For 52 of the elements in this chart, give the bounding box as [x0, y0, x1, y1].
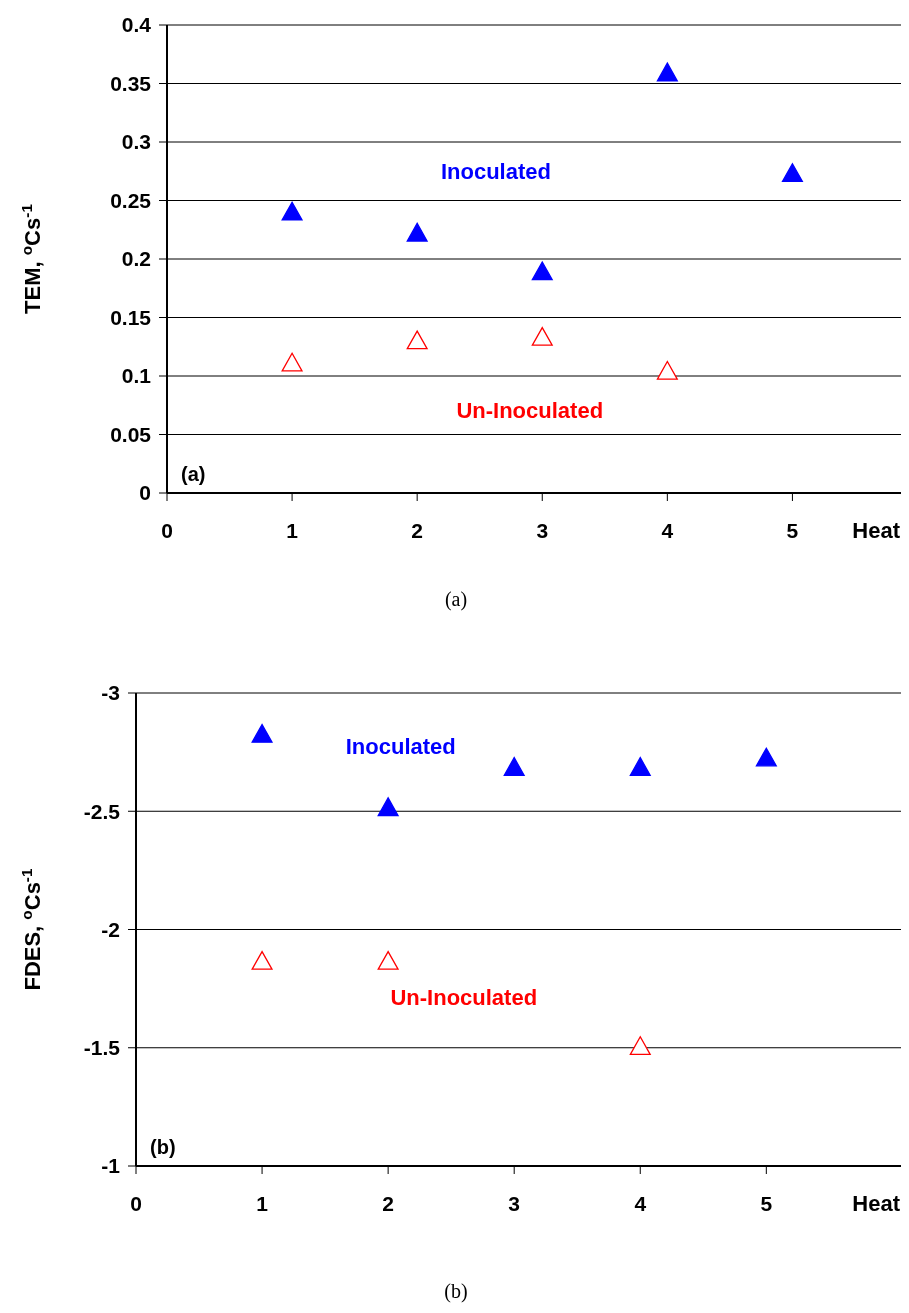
x-tick-label: 0: [161, 519, 173, 542]
point: [503, 757, 525, 776]
x-tick-label: 2: [382, 1192, 394, 1215]
point: [629, 1036, 651, 1055]
point: [406, 222, 428, 242]
y-tick-label: 0: [139, 481, 151, 505]
x-tick-label: 3: [536, 519, 549, 542]
x-tick-label: 1: [286, 519, 299, 542]
y-tick-label: -2: [101, 917, 120, 941]
text: Un-Inoculated: [456, 398, 604, 424]
annotation: (a): [181, 463, 206, 485]
point: [531, 326, 553, 346]
y-tick-label: -1.5: [83, 1036, 121, 1060]
point: [377, 797, 399, 817]
y-tick-label: 0.35: [110, 71, 152, 95]
point: [251, 723, 273, 743]
x-tick-label: 2: [411, 519, 424, 542]
y-tick-label: -1: [101, 1154, 121, 1178]
point: [377, 950, 399, 970]
text: Inoculated: [440, 159, 551, 185]
point: [281, 352, 303, 372]
x-tick-label: 1: [256, 1192, 269, 1215]
x-tick-label: 3: [508, 1192, 521, 1215]
x-tick-label: 4: [634, 1192, 647, 1215]
point: [656, 360, 678, 380]
y-tick-label: -2.5: [83, 799, 121, 823]
point: [781, 163, 803, 183]
point: [281, 201, 303, 221]
text: (b): [444, 1280, 468, 1303]
x-tick-label: 5: [786, 519, 799, 542]
text: Inoculated: [345, 734, 456, 760]
x-axis-title: Heat: [852, 1191, 901, 1216]
y-tick-label: 0.05: [110, 422, 152, 446]
y-tick-label: -3: [101, 681, 120, 705]
annotation: (b): [150, 1136, 176, 1158]
point: [656, 62, 678, 82]
point: [629, 757, 651, 776]
x-tick-label: 5: [760, 1192, 773, 1215]
y-tick-label: 0.1: [121, 364, 152, 388]
x-tick-label: 4: [661, 519, 674, 542]
y-tick-label: 0.25: [110, 188, 152, 212]
point: [755, 747, 777, 767]
series-label: Un-Inoculated: [390, 985, 538, 1011]
point: [531, 261, 553, 281]
y-tick-label: 0.15: [110, 305, 152, 329]
y-tick-label: 0.2: [121, 247, 151, 271]
point: [406, 330, 428, 350]
point: [251, 950, 273, 970]
x-axis-title: Heat: [852, 518, 901, 543]
text: (a): [444, 588, 468, 611]
y-tick-label: 0.3: [121, 130, 151, 154]
y-tick-label: 0.4: [121, 13, 152, 37]
